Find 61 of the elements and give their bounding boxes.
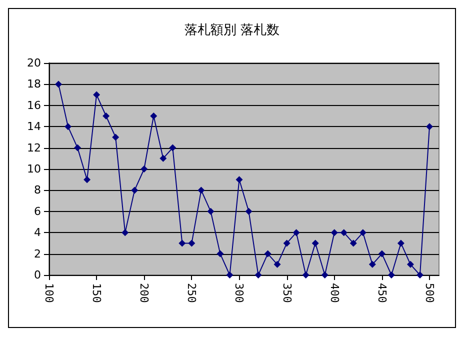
x-tick-label: 500 [422, 283, 436, 303]
point [74, 144, 82, 152]
point [84, 176, 91, 184]
chart-title: 落札額別 落札数 [184, 23, 280, 38]
point [406, 260, 414, 268]
point [283, 240, 290, 247]
point [245, 208, 252, 215]
point [93, 91, 100, 98]
point [64, 123, 72, 130]
y-tick-label: 2 [34, 247, 41, 260]
point [226, 272, 234, 278]
point [169, 144, 176, 152]
point [302, 272, 310, 278]
y-tick-label: 14 [27, 120, 41, 134]
point [321, 272, 328, 278]
point [350, 240, 357, 247]
x-tick-label: 100 [42, 283, 56, 303]
x-tick-label: 250 [185, 283, 198, 303]
point [397, 240, 404, 247]
point [160, 154, 167, 162]
x-tick-label: 350 [280, 283, 294, 303]
point [207, 208, 214, 215]
point [112, 134, 120, 141]
point [292, 229, 300, 236]
x-tick-label: 200 [138, 283, 151, 303]
y-tick-label: 6 [34, 204, 41, 218]
x-tick-label: 300 [232, 283, 246, 303]
point [102, 112, 110, 120]
y-tick-label: 0 [34, 268, 41, 282]
point [254, 272, 262, 278]
point [150, 112, 158, 120]
point [330, 229, 338, 236]
point [264, 250, 272, 258]
point [178, 240, 186, 247]
point [388, 272, 395, 278]
y-tick-label: 16 [27, 98, 41, 112]
x-tick-label: 150 [90, 283, 104, 303]
point [359, 229, 366, 236]
point [140, 166, 148, 172]
point [122, 229, 129, 236]
point [368, 260, 376, 268]
point [131, 186, 138, 194]
point [340, 229, 348, 236]
point [426, 123, 433, 130]
y-tick-label: 4 [34, 226, 41, 240]
point [188, 240, 196, 247]
point [416, 272, 424, 278]
point [216, 250, 224, 258]
y-tick-label: 18 [27, 78, 41, 91]
y-tick-label: 20 [27, 56, 41, 70]
point [198, 186, 205, 194]
x-tick-label: 450 [375, 283, 388, 303]
point [312, 240, 319, 247]
y-tick-label: 12 [27, 141, 41, 154]
point [378, 250, 386, 258]
x-tick-label: 400 [328, 283, 341, 303]
point [274, 260, 281, 268]
point [236, 176, 243, 184]
y-tick-label: 8 [34, 184, 41, 197]
y-tick-label: 10 [27, 162, 41, 176]
point [55, 80, 62, 88]
